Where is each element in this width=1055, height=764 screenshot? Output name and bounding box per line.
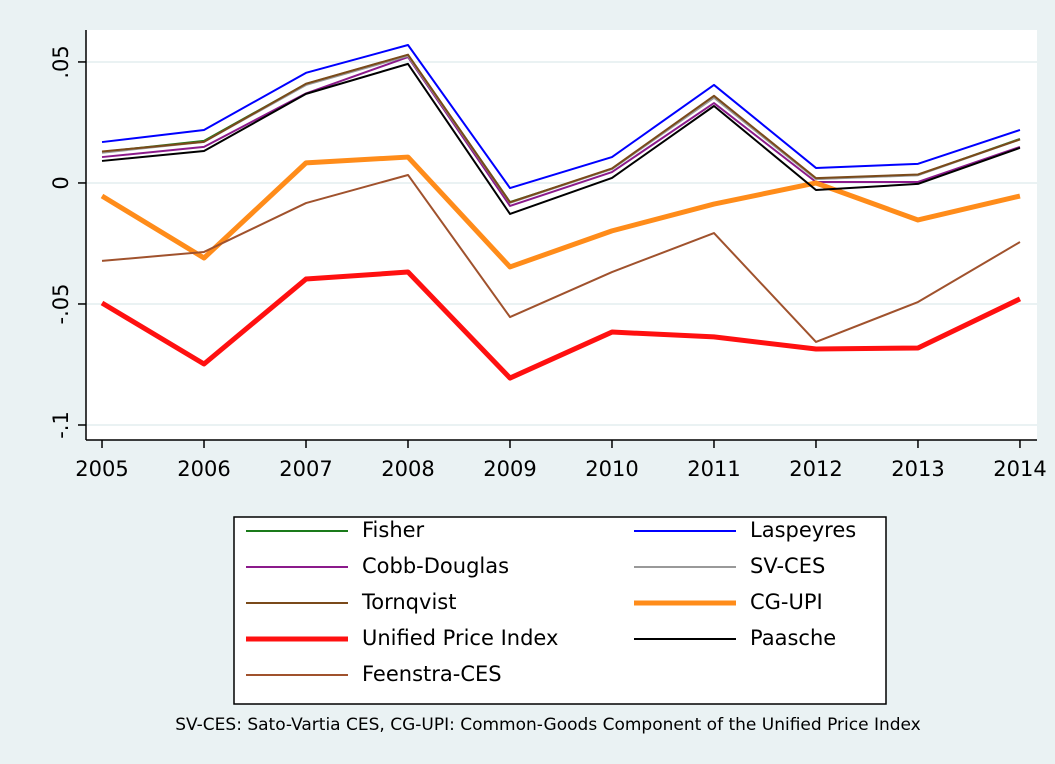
series-line — [101, 173, 1021, 343]
series-line — [100, 269, 1022, 381]
series-line — [100, 154, 1021, 270]
legend-label: Laspeyres — [750, 518, 856, 542]
plot-area — [86, 30, 1037, 440]
series-line — [101, 62, 1021, 215]
x-tick-label: 2011 — [687, 457, 740, 481]
note: SV-CES: Sato-Vartia CES, CG-UPI: Common-… — [175, 715, 921, 735]
x-tick-label: 2005 — [75, 457, 128, 481]
x-tick-label: 2008 — [381, 457, 434, 481]
legend-label: CG-UPI — [750, 590, 823, 614]
x-tick-label: 2012 — [789, 457, 842, 481]
y-tick-label: -.05 — [49, 283, 73, 324]
legend-label: Paasche — [750, 626, 836, 650]
x-tick-label: 2013 — [891, 457, 944, 481]
series-line — [101, 56, 1021, 207]
series-line — [101, 44, 1021, 190]
y-tick-label: 0 — [49, 176, 73, 189]
legend-label: SV-CES — [750, 554, 825, 578]
x-tick-label: 2014 — [993, 457, 1046, 481]
legend-label: Tornqvist — [361, 590, 456, 614]
legend-label: Feenstra-CES — [362, 662, 502, 686]
legend-box — [233, 516, 887, 705]
legend-label: Fisher — [362, 518, 425, 542]
y-tick-label: .05 — [49, 45, 73, 78]
x-tick-label: 2010 — [585, 457, 638, 481]
x-tick-label: 2009 — [483, 457, 536, 481]
legend-label: Cobb-Douglas — [362, 554, 509, 578]
series-line — [101, 53, 1021, 204]
x-tick-label: 2007 — [279, 457, 332, 481]
y-tick-label: -.1 — [49, 411, 73, 439]
x-tick-label: 2006 — [177, 457, 230, 481]
legend-label: Unified Price Index — [362, 626, 558, 650]
